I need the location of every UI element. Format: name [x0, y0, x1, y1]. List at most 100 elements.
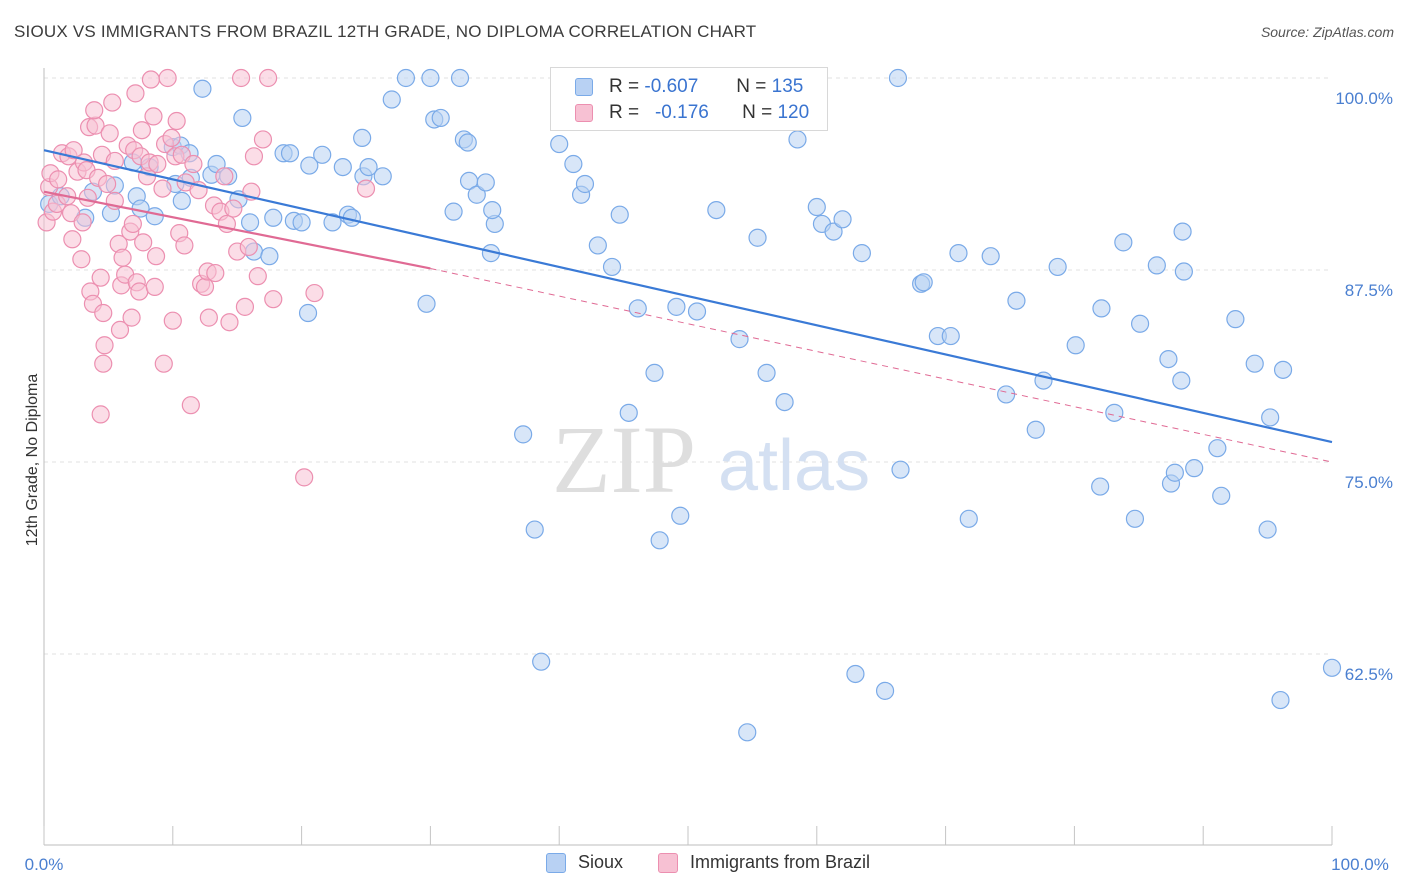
sioux-point-98	[997, 385, 1016, 404]
trend-lines	[43, 149, 1333, 463]
stats-row-sioux: R = -0.607 N = 135	[575, 75, 803, 99]
sioux-swatch	[575, 78, 593, 96]
sioux-point-81	[788, 130, 807, 149]
grid-lines	[44, 77, 1332, 655]
brazil-r-value: -0.176	[654, 102, 709, 123]
brazil-point-86	[235, 297, 255, 316]
sioux-point-54	[476, 173, 495, 192]
source-label: Source: ZipAtlas.com	[1260, 24, 1394, 40]
watermark: ZIP atlas	[552, 406, 870, 513]
sioux-point-92	[914, 273, 933, 292]
sioux-point-30	[292, 213, 311, 232]
sioux-point-12	[172, 191, 191, 210]
brazil-point-47	[130, 282, 149, 301]
brazil-point-94	[295, 468, 314, 487]
legend-label-sioux: Sioux	[578, 852, 624, 872]
brazil-point-25	[91, 268, 110, 287]
brazil-point-49	[134, 233, 153, 252]
sioux-point-120	[1226, 310, 1245, 329]
brazil-point-26	[94, 303, 113, 323]
sioux-point-35	[333, 157, 352, 177]
sioux-point-82	[807, 197, 826, 217]
sioux-point-99	[1007, 291, 1026, 310]
sioux-point-123	[1261, 408, 1280, 427]
stats-row-brazil: R = -0.176 N = 120	[575, 101, 809, 125]
sioux-point-75	[707, 200, 726, 220]
brazil-point-63	[163, 311, 182, 330]
sioux-point-28	[280, 144, 300, 163]
brazil-trend-line	[43, 190, 431, 270]
sioux-point-89	[888, 68, 908, 88]
sioux-point-100	[1026, 420, 1045, 439]
brazil-point-17	[78, 188, 97, 207]
sioux-point-77	[738, 723, 757, 742]
brazil-point-56	[146, 247, 166, 266]
brazil-point-87	[239, 237, 258, 257]
sioux-point-32	[300, 156, 319, 175]
sioux-point-125	[1273, 360, 1293, 379]
brazil-point-29	[94, 354, 113, 373]
sioux-point-9	[145, 207, 164, 226]
brazil-point-95	[305, 283, 324, 303]
sioux-point-106	[1105, 403, 1124, 422]
brazil-point-68	[175, 236, 194, 255]
sioux-point-48	[444, 202, 463, 221]
sioux-point-107	[1114, 233, 1133, 252]
sioux-point-66	[602, 257, 622, 277]
sioux-point-96	[959, 509, 978, 528]
y-tick-label-3: 100.0%	[1335, 89, 1393, 108]
sioux-point-70	[645, 363, 664, 383]
sioux-point-111	[1159, 349, 1178, 369]
sioux-point-104	[1091, 477, 1110, 496]
y-tick-labels: 62.5% 75.0% 87.5% 100.0%	[1335, 89, 1393, 684]
brazil-point-71	[184, 154, 203, 174]
series-legend: Sioux Immigrants from Brazil	[0, 852, 1406, 876]
sioux-point-34	[323, 213, 342, 232]
sioux-point-108	[1125, 509, 1145, 528]
brazil-point-16	[73, 213, 92, 232]
brazil-point-57	[148, 154, 167, 174]
sioux-point-126	[1322, 658, 1342, 677]
sioux-point-84	[824, 222, 843, 241]
sioux-point-68	[619, 403, 638, 422]
brazil-point-55	[145, 277, 164, 296]
brazil-point-54	[144, 107, 163, 126]
brazil-point-58	[153, 179, 172, 198]
sioux-point-118	[1208, 439, 1227, 458]
sioux-point-97	[981, 247, 1000, 266]
sioux-point-124	[1271, 690, 1290, 710]
brazil-point-53	[141, 70, 161, 89]
sioux-point-110	[1147, 256, 1166, 275]
brazil-point-60	[154, 354, 173, 373]
sioux-point-88	[875, 681, 895, 700]
sioux-point-105	[1092, 299, 1111, 318]
legend-item-brazil[interactable]: Immigrants from Brazil	[658, 852, 870, 873]
legend-item-sioux[interactable]: Sioux	[546, 852, 623, 873]
sioux-point-114	[1172, 371, 1191, 390]
brazil-point-30	[98, 174, 117, 194]
sioux-point-115	[1173, 222, 1192, 241]
brazil-point-61	[158, 68, 177, 88]
brazil-point-27	[91, 405, 110, 424]
sioux-point-74	[687, 302, 707, 321]
brazil-point-11	[63, 230, 82, 249]
sioux-point-79	[757, 363, 776, 383]
brazil-point-5	[49, 170, 68, 189]
sioux-point-25	[260, 247, 279, 266]
brazil-n-label: N =	[742, 102, 773, 123]
sioux-point-49	[450, 68, 470, 88]
brazil-points	[37, 68, 376, 487]
sioux-point-42	[382, 90, 401, 109]
watermark-atlas: atlas	[718, 426, 870, 506]
brazil-point-45	[126, 84, 145, 103]
sioux-point-61	[550, 134, 569, 154]
watermark-zip: ZIP	[552, 406, 696, 513]
brazil-point-92	[259, 68, 278, 88]
sioux-point-22	[233, 108, 252, 128]
sioux-r-value: -0.607	[644, 76, 699, 97]
sioux-point-73	[671, 506, 690, 525]
brazil-point-90	[248, 267, 267, 286]
sioux-point-87	[852, 244, 871, 263]
brazil-point-78	[206, 263, 225, 283]
legend-swatch-sioux	[546, 852, 566, 873]
